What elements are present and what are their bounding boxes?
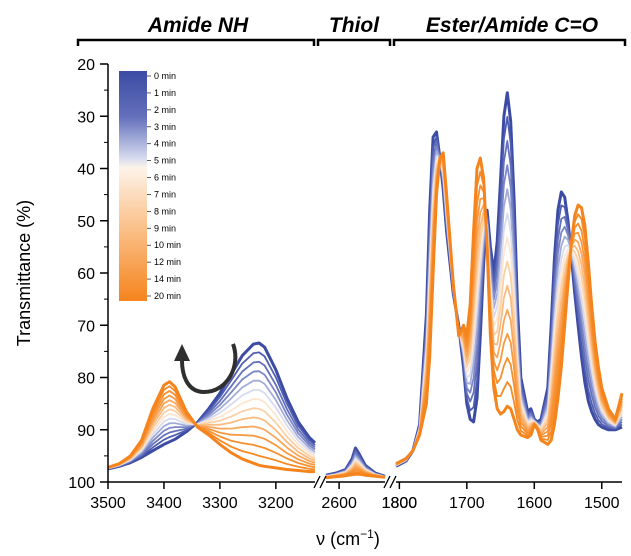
x-tick-label: 3300	[202, 495, 238, 512]
x-tick-label: 1700	[449, 495, 485, 512]
legend-entry-label: 6 min	[154, 173, 176, 183]
legend-entry-label: 8 min	[154, 206, 176, 216]
legend-entry-label: 9 min	[154, 223, 176, 233]
x-tick-label: 1600	[517, 495, 553, 512]
y-axis-title: Transmittance (%)	[14, 200, 34, 346]
plot-curves	[107, 91, 624, 480]
legend-entry-label: 7 min	[154, 189, 176, 199]
x-tick-label: 3200	[258, 495, 294, 512]
bracket-thiol	[316, 38, 392, 46]
section-label-ester-amide: Ester/Amide C=O	[426, 14, 598, 37]
legend-color-bar	[119, 71, 147, 301]
y-tick-label: 40	[77, 162, 95, 179]
y-tick-label: 50	[77, 214, 95, 231]
legend: 0 min 1 min 2 min 3 min 4 min 5 min 6 min 7 min…	[119, 71, 181, 301]
bracket-amide-nh	[76, 38, 316, 46]
legend-entry-label: 10 min	[154, 240, 181, 250]
legend-entry-label: 4 min	[154, 139, 176, 149]
x-axis-title-main: ν (cm	[316, 529, 360, 549]
x-tick-label: 2600	[321, 495, 357, 512]
legend-entry-label: 2 min	[154, 105, 176, 115]
section-headers: Amide NH Thiol Ester/Amide C=O	[76, 14, 627, 46]
legend-entry-label: 20 min	[154, 291, 181, 301]
y-ticks: 20 30 40 50 60 70 80 90 100	[68, 57, 108, 492]
bracket-ester-amide	[392, 38, 627, 46]
legend-entry-label: 3 min	[154, 122, 176, 132]
y-tick-label: 60	[77, 266, 95, 283]
legend-entry-label: 1 min	[154, 88, 176, 98]
legend-entry-label: 12 min	[154, 257, 181, 267]
section-label-amide-nh: Amide NH	[147, 14, 249, 37]
spectrum-line-amide-nh	[107, 360, 316, 470]
spectrum-line-amide-nh	[107, 388, 316, 470]
spectrum-line-amide-nh	[107, 403, 316, 469]
spectrum-line-amide-nh	[107, 379, 316, 470]
legend-entry-label: 14 min	[154, 274, 181, 284]
section-label-thiol: Thiol	[329, 14, 380, 37]
x-tick-label: 1500	[584, 495, 620, 512]
spectrum-line-carbonyl	[395, 151, 624, 466]
x-tick-label-1800: 1800	[382, 495, 418, 512]
axes-frame	[107, 64, 622, 489]
x-tick-label: 3500	[90, 495, 126, 512]
axis-break-mark	[389, 475, 397, 489]
axis-break-mark	[319, 475, 327, 489]
x-tick-label: 3400	[146, 495, 182, 512]
axis-break-mark	[383, 475, 391, 489]
x-axis-title-sup: −1	[360, 527, 374, 541]
y-tick-label: 100	[68, 475, 95, 492]
spectrum-line-thiol	[325, 472, 386, 480]
spectrum-line-amide-nh	[107, 341, 317, 471]
x-axis-title-close: )	[374, 529, 380, 549]
y-tick-label: 30	[77, 109, 95, 126]
curved-arrow-head	[174, 344, 190, 361]
spectrum-line-amide-nh	[107, 407, 316, 469]
y-tick-label: 70	[77, 318, 95, 335]
y-tick-label: 80	[77, 371, 95, 388]
spectrum-line-amide-nh	[107, 351, 316, 470]
spectrum-line-amide-nh	[107, 380, 315, 474]
curved-arrow-shaft	[180, 343, 238, 395]
curved-arrow-icon	[174, 343, 238, 395]
legend-entries: 0 min 1 min 2 min 3 min 4 min 5 min 6 min 7 min…	[147, 71, 181, 301]
x-tick-label: 1800	[382, 495, 418, 512]
y-tick-label: 20	[77, 57, 95, 74]
spectrum-line-amide-nh	[107, 398, 316, 470]
legend-entry-label: 5 min	[154, 156, 176, 166]
axis-breaks	[313, 475, 397, 489]
legend-entry-label: 0 min	[154, 71, 176, 81]
y-tick-label: 90	[77, 423, 95, 440]
axis-break-mark	[313, 475, 321, 489]
spectrum-line-amide-nh	[107, 370, 316, 470]
x-axis-title: ν (cm−1)	[316, 527, 380, 549]
